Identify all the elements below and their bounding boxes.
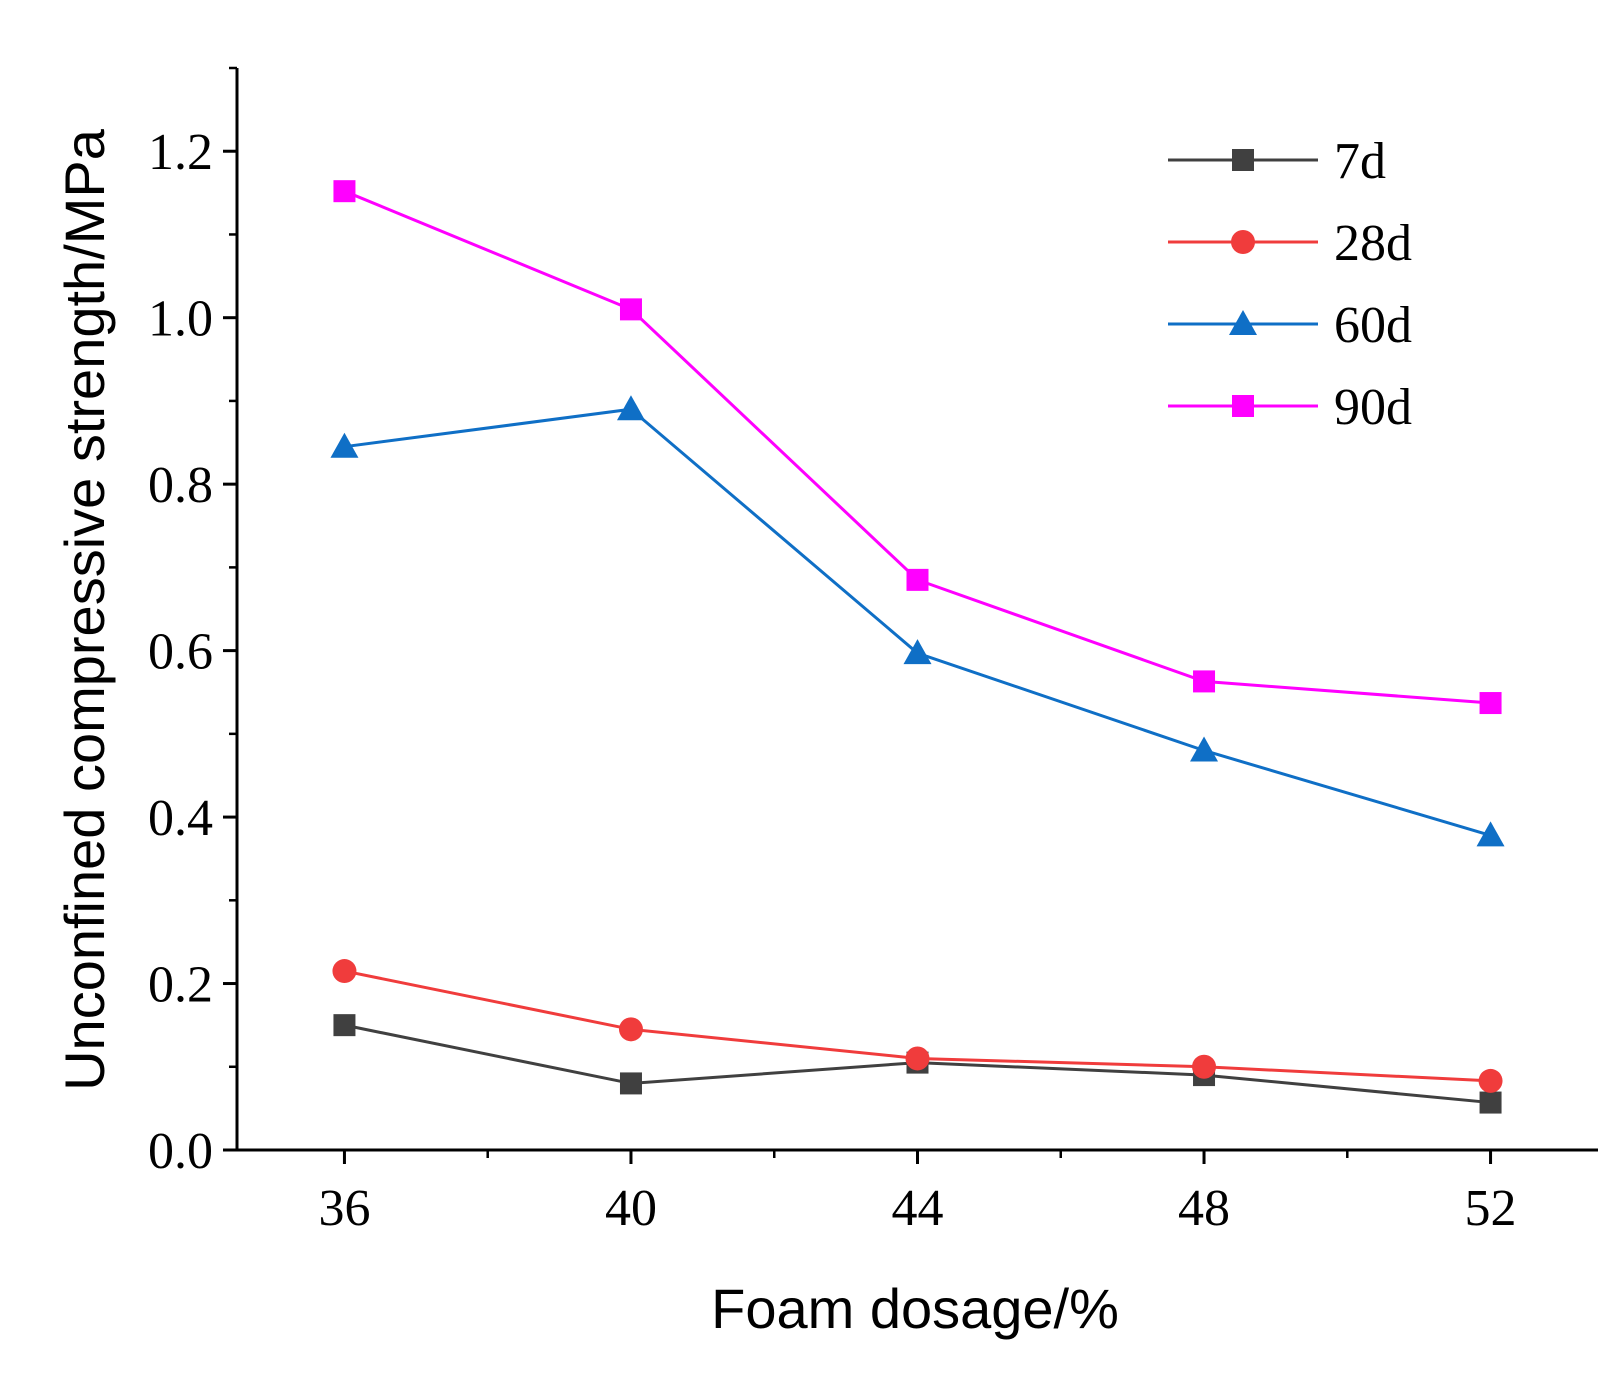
- y-tick-label: 0.0: [148, 1123, 213, 1180]
- data-point-60d: [903, 639, 932, 665]
- data-point-7d: [1479, 1091, 1502, 1114]
- legend-label-90d: 90d: [1334, 379, 1412, 436]
- legend-marker-7d: [1232, 149, 1254, 171]
- data-point-7d: [619, 1072, 642, 1095]
- x-tick-label: 48: [1178, 1180, 1230, 1237]
- legend-marker-60d: [1229, 310, 1257, 335]
- y-tick-label: 0.8: [148, 457, 213, 514]
- data-point-28d: [905, 1046, 930, 1071]
- y-tick-label: 1.0: [148, 291, 213, 348]
- data-point-28d: [618, 1017, 643, 1042]
- legend-marker-28d: [1231, 230, 1255, 254]
- legend-label-7d: 7d: [1334, 133, 1386, 190]
- data-point-60d: [330, 432, 359, 458]
- data-point-90d: [906, 568, 929, 591]
- data-point-90d: [333, 180, 356, 203]
- data-point-7d: [333, 1014, 356, 1037]
- data-point-90d: [1479, 692, 1502, 715]
- data-point-28d: [332, 959, 357, 984]
- axes: 36 40 44 48 52 0.0 0.2 0.4 0.6 0.8 1.0 1.2: [148, 66, 1598, 1237]
- data-point-28d: [1478, 1068, 1503, 1093]
- legend-label-60d: 60d: [1334, 297, 1412, 354]
- x-tick-label: 36: [318, 1180, 370, 1237]
- series-line-60d: [344, 407, 1491, 837]
- legend-label-28d: 28d: [1334, 215, 1412, 272]
- y-tick-label: 0.4: [148, 790, 213, 847]
- x-tick-label: 52: [1465, 1180, 1517, 1237]
- data-point-60d: [616, 395, 645, 421]
- series-line-90d: [343, 189, 1491, 705]
- data-point-90d: [1193, 670, 1216, 693]
- data-point-28d: [1192, 1054, 1217, 1079]
- legend: 7d 28d 60d 90d: [1168, 133, 1412, 436]
- legend-marker-90d: [1232, 395, 1254, 417]
- data-point-60d: [1476, 821, 1505, 847]
- data-point-60d: [1190, 736, 1219, 762]
- x-tick-label: 44: [892, 1180, 944, 1237]
- y-tick-label: 1.2: [148, 124, 213, 181]
- y-axis-title: Unconfined compressive strength/MPa: [53, 128, 116, 1091]
- y-tick-label: 0.2: [148, 957, 213, 1014]
- series-markers: [330, 180, 1505, 1114]
- data-point-90d: [619, 298, 642, 321]
- x-tick-label: 40: [605, 1180, 657, 1237]
- y-tick-label: 0.6: [148, 624, 213, 681]
- x-axis-title: Foam dosage/%: [711, 1277, 1119, 1340]
